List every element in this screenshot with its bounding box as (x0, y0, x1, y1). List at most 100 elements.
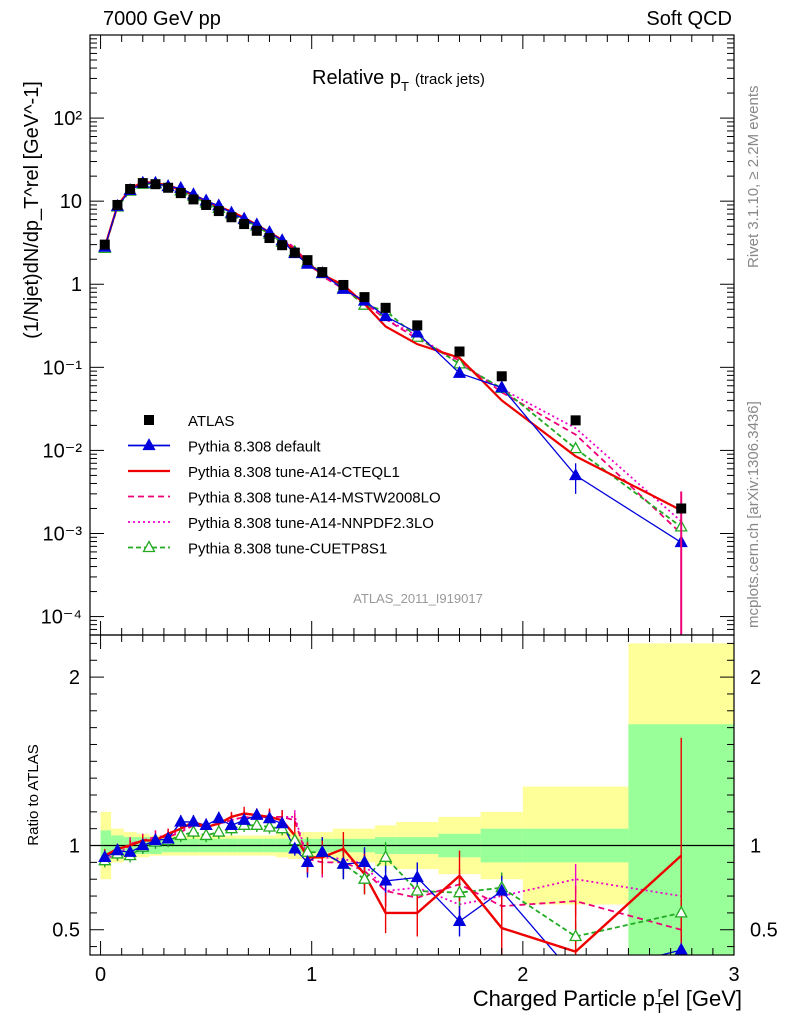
data-point-atlas (412, 320, 423, 331)
ratio-point-cuetp8s1 (174, 828, 188, 841)
data-point-atlas (112, 199, 123, 210)
data-point-atlas (454, 346, 465, 357)
x-axis-label: Charged Particle pTrel [GeV] (473, 984, 742, 1017)
legend-label-a14cteql1: Pythia 8.308 tune-A14-CTEQL1 (188, 464, 400, 481)
ratio-point-default (161, 831, 175, 844)
data-point-atlas (289, 247, 300, 258)
legend-marker-atlas (144, 415, 154, 425)
ratio-point-default (224, 817, 239, 830)
y-tick-label: 10⁻⁴ (41, 607, 82, 629)
x-tick-label: 0 (95, 964, 106, 986)
legend-label-cuetp8s1: Pythia 8.308 tune-CUETP8S1 (188, 541, 387, 558)
ratio-point-default (262, 811, 277, 824)
y-tick-label: 1 (71, 274, 82, 296)
data-point-atlas (338, 279, 349, 290)
watermark-label: ATLAS_2011_I919017 (353, 591, 483, 606)
y-tick-label: 10⁻³ (43, 523, 83, 545)
legend-marker-cuetp8s1 (142, 540, 156, 553)
data-point-atlas (201, 199, 212, 210)
ratio-point-default (110, 843, 125, 856)
legend-label-default: Pythia 8.308 default (188, 439, 321, 456)
ratio-point-cuetp8s1 (186, 824, 201, 837)
ratio-point-cuetp8s1 (674, 905, 688, 918)
data-point-atlas (359, 292, 370, 303)
x-tick-label: 2 (517, 964, 528, 986)
ratio-y-tick-label-right: 1 (750, 836, 761, 858)
ratio-y-axis-label: Ratio to ATLAS (25, 744, 42, 845)
ratio-line-a14mstw (104, 815, 682, 931)
series-line-a14nnpdf (103, 181, 682, 523)
ratio-point-default (136, 838, 150, 851)
data-point-atlas (251, 225, 262, 236)
data-point-atlas (496, 371, 507, 382)
point-default (379, 309, 393, 322)
ratio-point-cuetp8s1 (212, 824, 226, 837)
ratio-y-tick-label: 0.5 (52, 920, 80, 942)
legend-label-a14nnpdf: Pythia 8.308 tune-A14-NNPDF2.3LO (188, 515, 434, 532)
data-point-atlas (676, 503, 687, 514)
ratio-point-cuetp8s1 (199, 828, 213, 841)
ratio-point-default (212, 811, 226, 824)
ratio-y-tick-label: 2 (69, 667, 80, 689)
data-point-atlas (226, 212, 237, 223)
data-point-atlas (239, 219, 250, 230)
ratio-y-tick-label: 1 (69, 836, 80, 858)
point-cuetp8s1 (569, 441, 583, 454)
ratio-point-default (148, 833, 163, 846)
data-point-atlas (317, 267, 328, 278)
ratio-point-default (237, 812, 251, 825)
legend-label-atlas: ATLAS (188, 413, 234, 430)
y-tick-label: 10² (53, 108, 82, 130)
ratio-point-default (250, 807, 264, 820)
legend-label-a14mstw: Pythia 8.308 tune-A14-MSTW2008LO (188, 490, 441, 507)
data-point-atlas (188, 194, 199, 205)
ratio-point-default (275, 816, 289, 829)
data-point-atlas (99, 239, 110, 250)
y-tick-label: 10⁻² (43, 440, 83, 462)
ratio-point-default (336, 856, 350, 869)
data-point-atlas (570, 415, 581, 426)
data-point-atlas (213, 206, 224, 217)
ratio-point-default (452, 913, 467, 926)
ratio-point-default (315, 844, 329, 857)
y-tick-label: 10 (60, 191, 82, 213)
header-right: Soft QCD (646, 8, 732, 30)
side-label-mcplots: mcplots.cern.ch [arXiv:1306.3436] (745, 401, 762, 628)
data-point-atlas (264, 233, 275, 244)
ratio-point-default (300, 855, 315, 868)
ratio-point-cuetp8s1 (250, 817, 264, 830)
data-point-atlas (302, 255, 313, 266)
ratio-y-tick-label-right: 0.5 (750, 920, 778, 942)
legend-marker-default (142, 438, 156, 451)
ratio-point-default (674, 942, 688, 955)
data-point-atlas (277, 240, 288, 251)
data-point-atlas (175, 188, 186, 199)
side-label-rivet: Rivet 3.1.10, ≥ 2.2M events (745, 85, 762, 269)
ratio-point-default (186, 814, 201, 827)
ratio-point-cuetp8s1 (410, 883, 424, 896)
x-tick-label: 3 (728, 964, 739, 986)
data-point-atlas (150, 179, 161, 190)
point-default (569, 468, 583, 481)
data-point-atlas (137, 178, 148, 189)
series-line-a14cteql1 (103, 180, 682, 512)
ratio-point-default (123, 844, 137, 857)
ratio-point-default (98, 849, 112, 862)
y-axis-label: (1/Njet)dN/dp_T^rel [GeV^-1] (21, 81, 43, 339)
point-default (410, 325, 424, 338)
ratio-point-cuetp8s1 (569, 929, 583, 942)
ratio-point-cuetp8s1 (379, 849, 393, 862)
header-left: 7000 GeV pp (103, 8, 221, 30)
point-default (495, 380, 509, 393)
ratio-point-default (199, 817, 213, 830)
x-tick-label: 1 (306, 964, 317, 986)
ratio-y-tick-label-right: 2 (750, 667, 761, 689)
data-point-atlas (125, 184, 136, 195)
point-default (452, 365, 467, 378)
ratio-point-cuetp8s1 (452, 885, 467, 898)
ratio-point-default (379, 873, 393, 886)
ratio-point-default (288, 841, 302, 854)
ratio-point-default (410, 870, 424, 883)
data-point-atlas (380, 302, 391, 313)
